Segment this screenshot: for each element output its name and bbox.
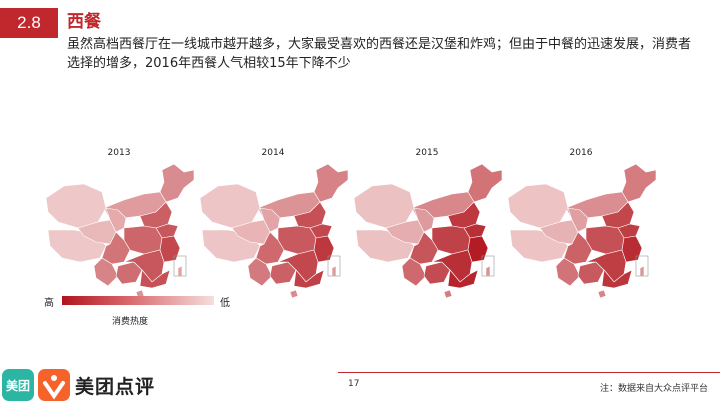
map-region-guangdong xyxy=(447,269,479,289)
map-region-taiwan xyxy=(177,265,183,277)
south-china-sea-inset xyxy=(481,255,495,277)
map-region-guangdong xyxy=(293,269,325,289)
map-region-xinjiang xyxy=(199,183,261,229)
map-region-xinjiang xyxy=(45,183,107,229)
meituan-logo-icon: 美团 xyxy=(2,369,34,401)
legend-title: 消费热度 xyxy=(112,317,149,327)
china-map-svg xyxy=(507,163,657,299)
page-number: 17 xyxy=(348,379,360,389)
map-region-northeast xyxy=(313,163,349,203)
map-region-yunnan xyxy=(401,257,427,287)
china-map-2014: 2014 xyxy=(198,148,363,299)
map-region-yunnan xyxy=(555,257,581,287)
china-map-svg xyxy=(45,163,195,299)
map-year-label: 2013 xyxy=(107,148,131,158)
map-region-northeast xyxy=(159,163,195,203)
map-region-northeast xyxy=(621,163,657,203)
south-china-sea-inset xyxy=(327,255,341,277)
south-china-sea-inset xyxy=(635,255,649,277)
south-china-sea-inset xyxy=(173,255,187,277)
footer-divider xyxy=(338,372,720,373)
map-region-xinjiang xyxy=(507,183,569,229)
china-map-2015: 2015 xyxy=(352,148,517,299)
map-region-hainan xyxy=(443,289,453,299)
meituan-dianping-logo: 美团 美团点评 xyxy=(2,369,155,401)
china-map-2013: 2013 xyxy=(44,148,209,299)
logo-text: 美团点评 xyxy=(75,375,156,398)
map-year-label: 2014 xyxy=(261,148,285,158)
legend-low-label: 低 xyxy=(220,298,230,309)
map-region-yunnan xyxy=(93,257,119,287)
map-region-hainan xyxy=(597,289,607,299)
legend-gradient-bar xyxy=(62,296,214,305)
map-region-yunnan xyxy=(247,257,273,287)
map-region-taiwan xyxy=(485,265,491,277)
data-source-note: 注：数据来自大众点评平台 xyxy=(599,384,708,394)
map-region-guangdong xyxy=(601,269,633,289)
section-number-badge: 2.8 xyxy=(0,8,58,38)
legend-high-label: 高 xyxy=(44,298,54,309)
china-map-2016: 2016 xyxy=(506,148,671,299)
map-region-northeast xyxy=(467,163,503,203)
map-region-taiwan xyxy=(331,265,337,277)
map-year-label: 2016 xyxy=(569,148,593,158)
map-year-label: 2015 xyxy=(415,148,439,158)
map-region-taiwan xyxy=(639,265,645,277)
dianping-logo-icon xyxy=(38,369,70,401)
china-map-svg xyxy=(199,163,349,299)
page-subtitle: 虽然高档西餐厅在一线城市越开越多，大家最受喜欢的西餐还是汉堡和炸鸡；但由于中餐的… xyxy=(67,37,692,71)
map-region-guangdong xyxy=(139,269,171,289)
map-region-xinjiang xyxy=(353,183,415,229)
china-map-svg xyxy=(353,163,503,299)
map-region-hainan xyxy=(289,289,299,299)
page-title: 西餐 xyxy=(67,12,101,32)
